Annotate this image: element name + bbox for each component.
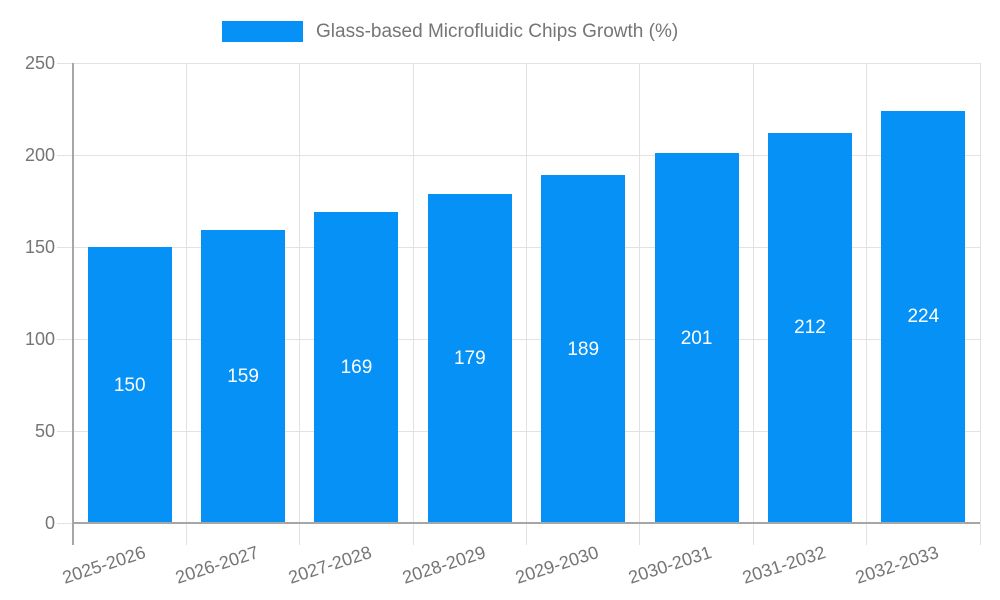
gridline	[752, 63, 754, 545]
y-tick-label: 200	[24, 145, 55, 165]
bar-2032-2033[interactable]: 224	[881, 110, 966, 523]
bar-2031-2032[interactable]: 212	[767, 132, 852, 523]
x-axis-line	[73, 522, 980, 524]
bar-value-label: 212	[794, 317, 826, 339]
x-tick-label: 2032-2033	[853, 542, 942, 588]
gridline	[57, 430, 980, 432]
legend-swatch-icon	[222, 21, 303, 42]
y-tick-label: 50	[34, 421, 55, 441]
x-tick-label: 2027-2028	[286, 542, 375, 588]
x-tick-label: 2031-2032	[739, 542, 828, 588]
gridline	[57, 522, 73, 524]
gridline	[57, 154, 980, 156]
bar-2030-2031[interactable]: 201	[654, 153, 739, 523]
bar-2029-2030[interactable]: 189	[541, 175, 626, 523]
x-tick-label: 2030-2031	[626, 542, 715, 588]
bar-2025-2026[interactable]: 150	[87, 247, 172, 523]
gridline	[979, 63, 981, 545]
bar-value-label: 169	[340, 357, 373, 378]
bar-value-label: 224	[907, 306, 940, 328]
gridline	[299, 63, 301, 545]
y-tick-label: 0	[44, 513, 55, 533]
x-tick-label: 2028-2029	[399, 542, 488, 588]
y-tick-label: 100	[24, 329, 55, 349]
gridline	[639, 63, 641, 545]
x-tick-label: 2026-2027	[172, 542, 261, 588]
bar-value-label: 179	[453, 347, 486, 369]
bar-value-label: 159	[227, 366, 259, 388]
bar-value-label: 201	[680, 327, 713, 349]
y-tick-label: 250	[24, 53, 55, 73]
y-tick-label: 150	[24, 237, 55, 257]
bar-value-label: 150	[113, 374, 146, 396]
gridline	[57, 246, 980, 248]
gridline	[866, 63, 868, 545]
y-axis-line	[72, 63, 74, 545]
bar-value-label: 189	[567, 338, 600, 360]
gridline	[185, 63, 187, 545]
gridline	[57, 338, 980, 340]
bar-2026-2027[interactable]: 159	[201, 230, 286, 523]
x-tick-label: 2029-2030	[512, 542, 602, 588]
legend[interactable]: Glass-based Microfluidic Chips Growth (%…	[222, 21, 678, 42]
bar-2028-2029[interactable]: 179	[427, 193, 512, 523]
legend-label: Glass-based Microfluidic Chips Growth (%…	[316, 21, 679, 42]
gridline	[412, 63, 414, 545]
x-tick-label: 2025-2026	[59, 542, 148, 588]
gridline	[57, 62, 980, 64]
bar-2027-2028[interactable]: 169	[314, 212, 399, 523]
gridline	[526, 63, 527, 545]
